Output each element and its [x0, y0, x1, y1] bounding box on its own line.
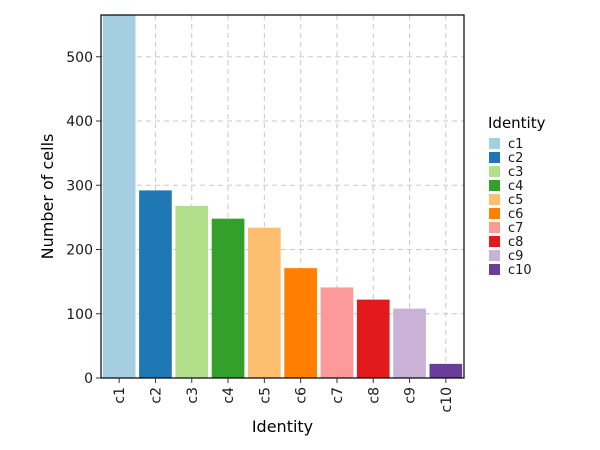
legend-swatch-c7 [489, 222, 500, 233]
y-axis-title: Number of cells [38, 134, 57, 260]
y-tick-label: 200 [66, 243, 93, 259]
legend-label-c6: c6 [508, 207, 523, 222]
y-tick-label: 300 [66, 178, 93, 194]
legend-swatch-c5 [489, 194, 500, 205]
legend-swatch-c3 [489, 166, 500, 177]
legend-swatch-c8 [489, 236, 500, 247]
bar-c1 [102, 15, 136, 378]
bar-c3 [175, 205, 209, 378]
bar-c8 [356, 299, 390, 378]
legend-swatch-c6 [489, 208, 500, 219]
legend-label-c2: c2 [508, 151, 523, 166]
legend-swatch-c1 [489, 138, 500, 149]
x-tick-label: c1 [112, 387, 128, 404]
x-tick-label: c7 [330, 387, 346, 404]
legend-title: Identity [488, 114, 546, 132]
legend-label-c7: c7 [508, 221, 523, 236]
plot-panel-border [100, 14, 465, 379]
legend-label-c3: c3 [508, 165, 523, 180]
bar-c2 [139, 190, 172, 378]
x-axis-title: Identity [252, 417, 313, 436]
y-tick-label: 0 [84, 371, 93, 387]
bar-c6 [284, 268, 317, 378]
x-tick-label: c8 [366, 387, 382, 404]
x-tick-label: c2 [148, 387, 164, 404]
y-axis: 0 100 200 300 400 500 [66, 50, 101, 387]
x-axis: c1 c2 c3 c4 c5 c6 c7 c8 c9 c10 [112, 378, 455, 413]
x-tick-label: c5 [257, 387, 273, 404]
legend-label-c5: c5 [508, 193, 523, 208]
x-tick-label: c6 [294, 387, 310, 404]
y-tick-label: 100 [66, 307, 93, 323]
x-tick-label: c3 [185, 387, 201, 404]
bars [102, 15, 463, 378]
legend-swatch-c10 [489, 264, 500, 275]
legend-label-c8: c8 [508, 235, 523, 250]
legend-swatch-c9 [489, 250, 500, 261]
bar-c7 [320, 287, 354, 378]
legend-label-c9: c9 [508, 249, 523, 264]
y-tick-label: 400 [66, 114, 93, 130]
y-tick-label: 500 [66, 50, 93, 66]
legend-swatch-c4 [489, 180, 500, 191]
x-tick-label: c4 [221, 387, 237, 404]
x-tick-label: c9 [403, 387, 419, 404]
bar-c10 [429, 363, 463, 378]
bar-c4 [211, 218, 245, 378]
legend-label-c10: c10 [508, 263, 532, 278]
bar-c5 [248, 227, 281, 378]
bar-c9 [393, 308, 426, 378]
legend-swatch-c2 [489, 152, 500, 163]
x-tick-label: c10 [439, 387, 455, 413]
legend-label-c4: c4 [508, 179, 523, 194]
legend-label-c1: c1 [508, 137, 523, 152]
